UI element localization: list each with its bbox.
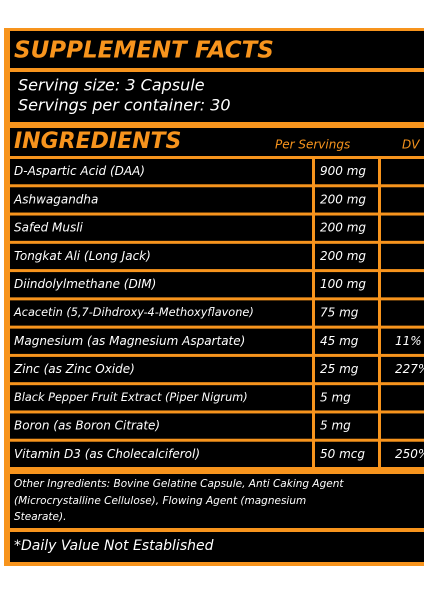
row-cell [315, 300, 378, 326]
other-ingredients: Stearate). [14, 511, 66, 523]
row-cell [381, 215, 424, 241]
ingredient-name: Safed Musli [14, 221, 84, 235]
title-band [10, 31, 424, 68]
ingredient-dv: 227% [395, 362, 424, 376]
serving-size: Serving size: 3 Capsule [18, 76, 205, 95]
row-cell [10, 356, 312, 383]
row-cell [381, 441, 424, 467]
other-ingredients: Other Ingredients: Bovine Gelatine Capsu… [14, 478, 344, 490]
ingredient-name: Boron (as Boron Citrate) [14, 419, 160, 433]
ingredients-title: INGREDIENTS [14, 129, 181, 154]
row-cell [381, 328, 424, 354]
ingredient-amount: 900 mg [320, 164, 366, 178]
row-cell [10, 328, 312, 354]
other-band [10, 474, 424, 528]
ingredient-dv: 250% [395, 447, 424, 461]
ingredient-amount: 100 mg [320, 277, 366, 291]
row-cell [10, 413, 312, 439]
row-cell [315, 413, 378, 439]
row-cell [315, 187, 378, 213]
ingredient-name: Diindolylmethane (DIM) [14, 277, 156, 291]
ingredient-amount: 25 mg [320, 362, 359, 376]
row-cell [315, 328, 378, 354]
row-cell [315, 272, 378, 298]
ingredient-name: D-Aspartic Acid (DAA) [14, 164, 145, 178]
ingredient-name: Black Pepper Fruit Extract (Piper Nigrum… [14, 391, 248, 404]
ingredient-amount: 5 mg [320, 390, 351, 404]
note: *Daily Value Not Established [14, 538, 214, 554]
row-cell [10, 187, 312, 213]
row-cell [381, 356, 424, 383]
ingredient-name: Magnesium (as Magnesium Aspartate) [14, 334, 245, 348]
column-head: Per Servings [275, 138, 350, 152]
ingredients-head [10, 128, 424, 156]
row-cell [381, 243, 424, 270]
row-cell [381, 385, 424, 411]
row-cell [315, 385, 378, 411]
row-cell [10, 385, 312, 411]
column-head: DV [402, 138, 420, 152]
ingredient-amount: 5 mg [320, 419, 351, 433]
ingredient-amount: 200 mg [320, 221, 366, 235]
serving-band [10, 72, 424, 122]
row-cell [315, 215, 378, 241]
ingredient-amount: 200 mg [320, 249, 366, 263]
row-cell [315, 441, 378, 467]
note-band [10, 532, 424, 562]
row-cell [381, 159, 424, 185]
ingredient-amount: 200 mg [320, 192, 366, 206]
ingredient-amount: 50 mcg [320, 447, 365, 461]
row-cell [381, 187, 424, 213]
row-cell [315, 243, 378, 270]
row-cell [315, 159, 378, 185]
ingredient-name: Zinc (as Zinc Oxide) [13, 362, 135, 376]
row-cell [10, 159, 312, 185]
ingredient-name: Tongkat Ali (Long Jack) [14, 249, 151, 263]
row-cell [10, 300, 312, 326]
servings-per-container: Servings per container: 30 [18, 96, 231, 115]
ingredient-amount: 75 mg [320, 306, 359, 320]
title: SUPPLEMENT FACTS [14, 38, 274, 64]
row-cell [10, 215, 312, 241]
row-cell [10, 441, 312, 467]
ingredient-amount: 45 mg [320, 334, 359, 348]
row-cell [10, 243, 312, 270]
row-cell [381, 272, 424, 298]
row-cell [10, 272, 312, 298]
ingredient-name: Acacetin (5,7-Dihdroxy-4-Methoxyflavone) [13, 306, 254, 319]
row-cell [381, 413, 424, 439]
row-cell [315, 356, 378, 383]
ingredient-name: Ashwagandha [13, 192, 98, 206]
row-cell [381, 300, 424, 326]
ingredient-dv: 11% [395, 334, 422, 348]
ingredient-name: Vitamin D3 (as Cholecalciferol) [14, 447, 200, 461]
rows: D-Aspartic Acid (DAA) 900 mg Ashwagandha 20… [10, 159, 424, 467]
other-ingredients: (Microcrystalline Cellulose), Flowing Ag… [14, 495, 306, 507]
